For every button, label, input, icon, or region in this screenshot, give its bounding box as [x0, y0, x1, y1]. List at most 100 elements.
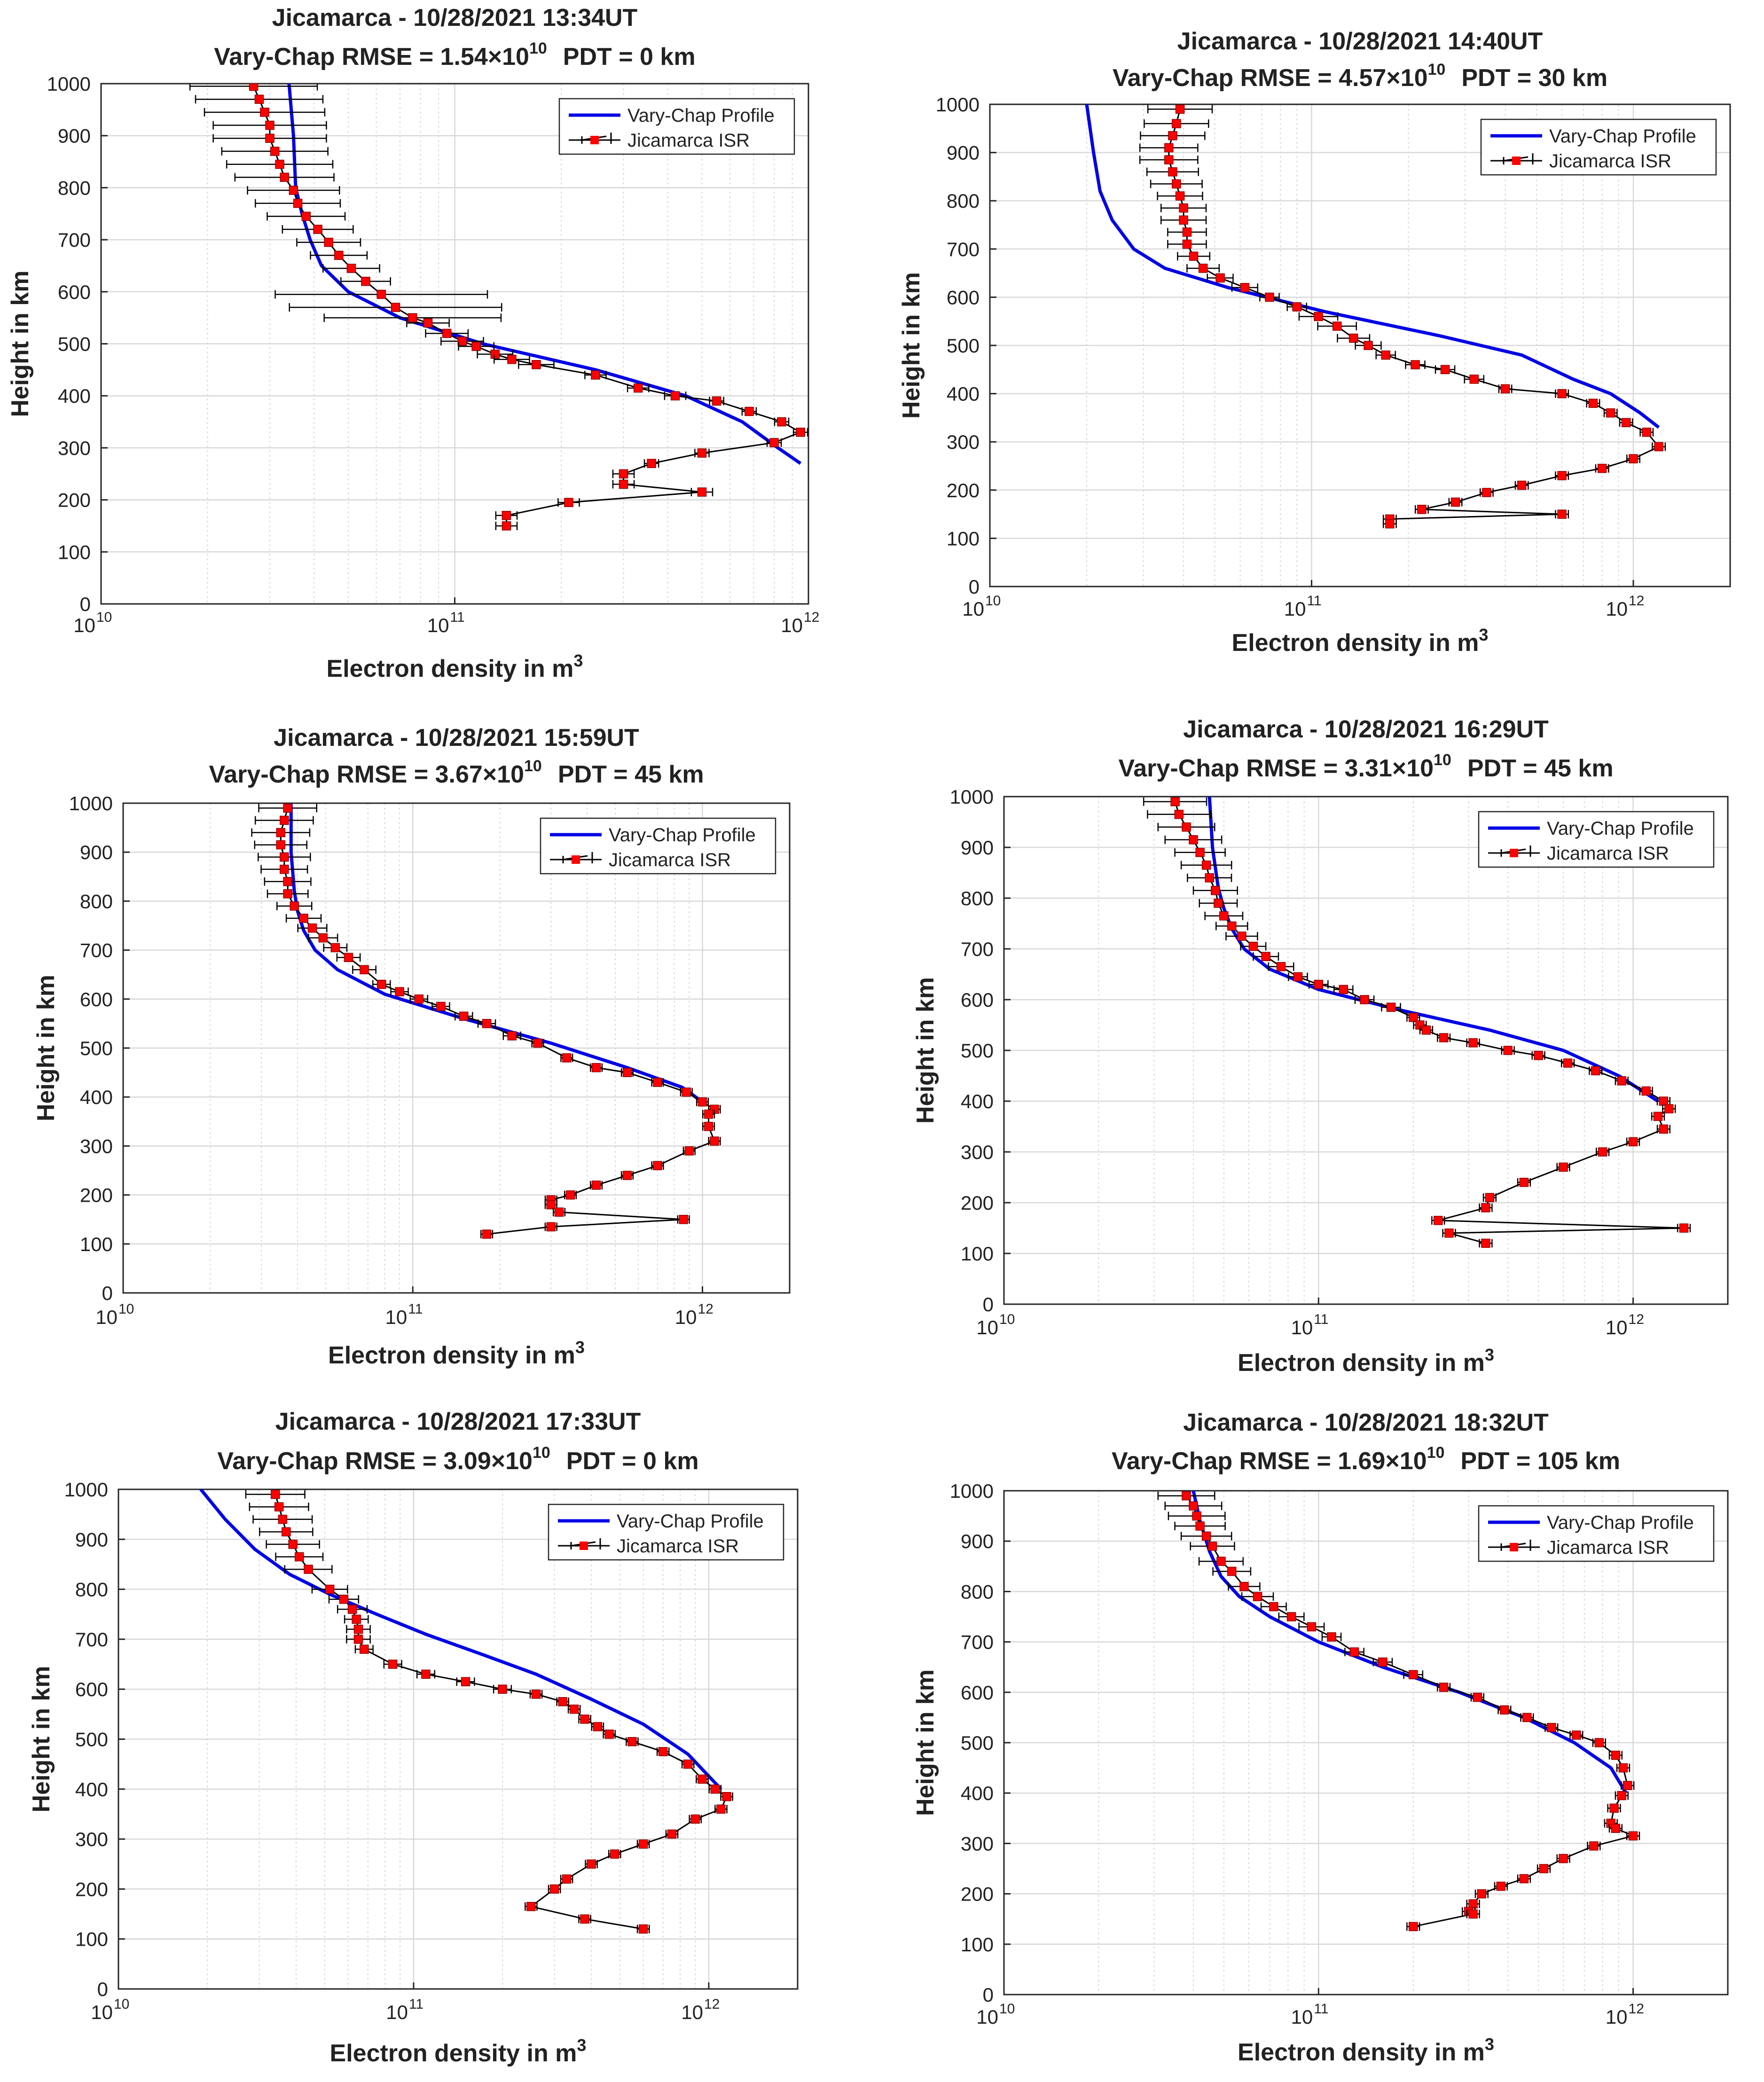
isr-data-point — [276, 840, 286, 850]
x-tick-exponent: 12 — [1629, 2001, 1644, 2017]
y-tick-label: 900 — [75, 1528, 108, 1550]
isr-data-point — [1519, 1178, 1529, 1187]
vary-chap-profile-line — [199, 1489, 722, 1791]
isr-data-point — [1179, 203, 1188, 213]
isr-data-point — [507, 354, 517, 364]
y-axis-label: Height in km — [912, 977, 939, 1124]
isr-data-point — [352, 1614, 361, 1624]
isr-data-point — [274, 1502, 284, 1511]
isr-data-point — [554, 1207, 564, 1217]
y-tick-label: 300 — [961, 1141, 994, 1163]
isr-data-point — [1597, 463, 1607, 473]
y-tick-label: 1000 — [69, 792, 113, 814]
x-axis-label-text: Electron density in m — [1238, 2039, 1485, 2066]
x-tick-exponent: 12 — [1629, 593, 1644, 609]
isr-data-point — [1189, 251, 1199, 261]
y-tick-label: 900 — [961, 1530, 994, 1552]
isr-data-point — [562, 1874, 572, 1884]
isr-data-point — [490, 349, 500, 359]
y-tick-label: 900 — [947, 142, 980, 164]
isr-data-point — [1611, 1824, 1621, 1833]
legend-entry-vary-chap: Vary-Chap Profile — [627, 105, 775, 126]
isr-data-point — [653, 1078, 662, 1087]
isr-data-point — [1214, 899, 1223, 908]
isr-data-point — [1623, 1781, 1632, 1790]
y-tick-label: 700 — [58, 229, 91, 251]
x-tick-base: 10 — [385, 1306, 408, 1328]
isr-data-point — [1261, 952, 1270, 961]
isr-data-point — [290, 901, 299, 911]
x-tick-exponent: 11 — [450, 610, 465, 625]
isr-data-point — [1468, 1899, 1478, 1909]
isr-data-point — [710, 1136, 719, 1146]
isr-data-point — [1417, 505, 1427, 514]
isr-data-point — [1332, 321, 1342, 331]
isr-data-point — [1481, 1238, 1490, 1248]
subtitle-exp: 10 — [1428, 61, 1446, 78]
isr-data-point — [282, 1527, 291, 1537]
x-tick-base: 10 — [1291, 2006, 1313, 2028]
y-tick-label: 0 — [969, 576, 980, 598]
subtitle-base: 10 — [1406, 755, 1434, 782]
plot-area — [251, 803, 721, 1239]
y-tick-label: 500 — [80, 1037, 113, 1059]
legend-box — [1478, 1505, 1715, 1562]
x-axis-label-exponent: 3 — [577, 2035, 586, 2055]
isr-data-point — [1265, 292, 1274, 302]
y-tick-label: 300 — [75, 1828, 108, 1850]
legend-swatch-isr — [1488, 1540, 1540, 1551]
isr-data-point — [638, 1839, 648, 1849]
legend-entry-isr: Jicamarca ISR — [617, 1536, 739, 1557]
plot-area — [1157, 1491, 1640, 1932]
isr-data-point — [546, 1200, 556, 1210]
x-tick-label: 10 11 — [385, 1301, 423, 1328]
y-tick-label: 700 — [947, 238, 980, 260]
isr-data-point — [1408, 1922, 1418, 1932]
chart-subtitle: Vary-Chap RMSE = 3.67×1010 PDT = 45 km — [209, 757, 704, 788]
isr-data-point — [1339, 985, 1348, 994]
x-axis-label-exponent: 3 — [1479, 625, 1488, 644]
isr-data-point — [619, 469, 628, 478]
isr-data-point — [1174, 810, 1184, 819]
y-tick-label: 900 — [80, 841, 113, 863]
isr-data-point — [533, 1038, 542, 1048]
isr-data-point — [526, 1902, 536, 1911]
x-tick-label: 10 12 — [781, 610, 819, 636]
subtitle-suffix: PDT = 105 km — [1460, 1448, 1620, 1475]
x-axis-label-exponent: 3 — [575, 1338, 585, 1357]
y-tick-label: 0 — [80, 593, 91, 615]
y-tick-label: 1000 — [950, 786, 994, 808]
isr-data-point — [1269, 1602, 1278, 1612]
chart-subtitle: Vary-Chap RMSE = 1.54×1010 PDT = 0 km — [214, 39, 695, 70]
y-tick-label: 700 — [961, 1631, 994, 1653]
chart-panel-6: 0 100 200 300 400 500 600 700 800 900 1000 10 10 10 11… — [882, 1388, 1764, 2082]
subtitle-suffix: PDT = 45 km — [558, 761, 704, 788]
isr-data-point — [1201, 861, 1211, 870]
y-tick-label: 100 — [58, 541, 91, 563]
isr-data-point — [1205, 873, 1214, 883]
y-tick-label: 1000 — [936, 94, 980, 116]
isr-data-point — [325, 1584, 335, 1594]
isr-data-point — [376, 979, 386, 989]
chart-subtitle: Vary-Chap RMSE = 3.09×1010 PDT = 0 km — [217, 1444, 698, 1475]
isr-data-point — [1598, 1147, 1607, 1157]
subtitle-mul: × — [488, 43, 502, 70]
isr-data-point — [1386, 1002, 1396, 1012]
isr-data-point — [1500, 384, 1510, 394]
y-tick-label: 100 — [961, 1243, 994, 1265]
isr-data-point — [1164, 143, 1174, 153]
isr-data-point — [376, 290, 386, 299]
legend-box — [1478, 811, 1715, 868]
isr-data-point — [1588, 399, 1598, 408]
y-axis-label: Height in km — [912, 1669, 939, 1816]
isr-data-point — [622, 1068, 632, 1077]
x-tick-exponent: 10 — [999, 1312, 1015, 1327]
isr-data-point — [531, 1690, 541, 1699]
grid — [1003, 796, 1728, 1305]
legend-entry-vary-chap: Vary-Chap Profile — [1549, 126, 1696, 147]
isr-data-point — [569, 1704, 579, 1714]
isr-data-point — [482, 1229, 492, 1239]
isr-data-point — [361, 276, 370, 286]
chart-subtitle: Vary-Chap RMSE = 1.69×1010 PDT = 105 km — [1112, 1444, 1620, 1475]
